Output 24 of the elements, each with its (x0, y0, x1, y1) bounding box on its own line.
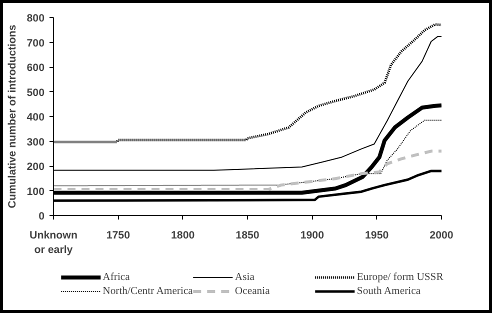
legend-label: Europe/ form USSR (356, 270, 444, 284)
legend-label: Oceania (234, 284, 271, 298)
x-tick-label: Unknown or early (30, 230, 78, 256)
y-tick-label: 0 (38, 210, 45, 222)
x-tick-label: 1950 (364, 230, 389, 242)
x-tick-label: 2000 (430, 230, 454, 242)
y-tick-label: 700 (26, 37, 45, 50)
legend-label: South America (356, 284, 422, 298)
x-tick-label: 1750 (106, 230, 130, 242)
y-tick-label: 300 (26, 136, 45, 148)
x-tick-label: 1800 (170, 230, 195, 242)
y-tick-label: 200 (26, 161, 45, 173)
legend-label: North/Centr America (102, 284, 193, 298)
y-axis-title: Cumulative number of introductions (6, 24, 19, 208)
legend-label: Asia (234, 270, 256, 284)
y-tick-label: 800 (26, 12, 45, 24)
y-tick-label: 500 (26, 86, 45, 99)
x-tick-label: 1850 (236, 230, 260, 242)
y-tick-label: 600 (26, 62, 45, 74)
y-tick-label: 100 (26, 186, 45, 198)
legend-label: Africa (102, 270, 131, 284)
x-tick-label: 1900 (300, 230, 324, 242)
y-tick-label: 400 (26, 112, 45, 124)
line-series (54, 150, 442, 192)
